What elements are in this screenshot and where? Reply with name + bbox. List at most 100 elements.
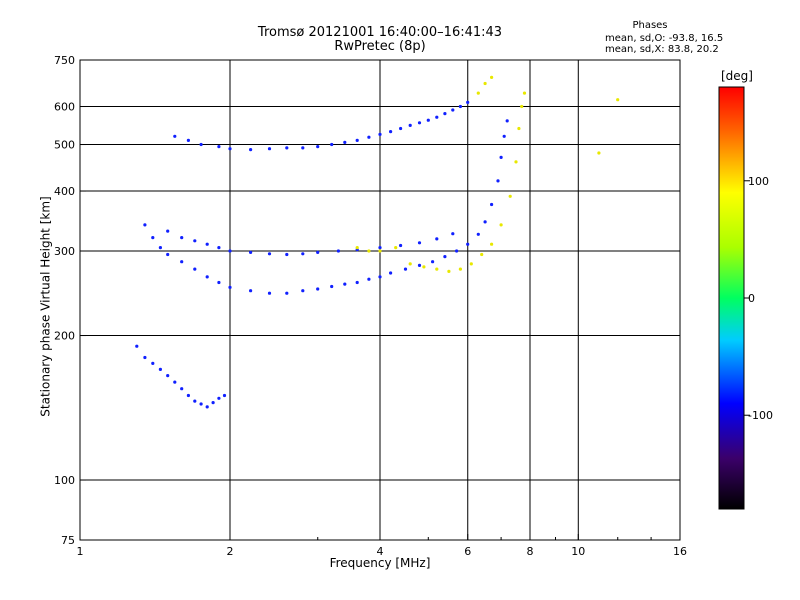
colorbar-tick-label: 0 bbox=[748, 292, 755, 305]
y-tick-label: 75 bbox=[61, 534, 75, 547]
data-point bbox=[451, 108, 455, 112]
data-point bbox=[205, 242, 209, 246]
data-point bbox=[343, 282, 347, 286]
y-tick-label: 100 bbox=[54, 474, 75, 487]
data-point bbox=[211, 401, 215, 405]
data-point bbox=[408, 123, 412, 127]
y-tick-label: 500 bbox=[54, 139, 75, 152]
data-point bbox=[466, 100, 470, 104]
data-point bbox=[186, 138, 190, 142]
data-point bbox=[522, 91, 527, 95]
data-point bbox=[285, 291, 289, 295]
data-point bbox=[336, 249, 340, 253]
chart-subtitle: RwPretec (8p) bbox=[334, 39, 426, 54]
data-point bbox=[173, 134, 177, 138]
data-point bbox=[455, 249, 459, 253]
data-point bbox=[205, 275, 209, 279]
data-point bbox=[422, 265, 426, 269]
data-point bbox=[285, 146, 289, 150]
data-point bbox=[199, 142, 203, 147]
data-point bbox=[443, 112, 447, 116]
data-point bbox=[228, 249, 232, 253]
data-point bbox=[431, 260, 435, 264]
phase-colorbar bbox=[718, 86, 745, 510]
data-point bbox=[193, 239, 197, 243]
data-point bbox=[217, 145, 221, 149]
data-point bbox=[367, 277, 371, 281]
data-point bbox=[285, 252, 289, 257]
data-point bbox=[490, 242, 494, 246]
chart-title: Tromsø 20121001 16:40:00–16:41:43 bbox=[257, 25, 503, 40]
y-tick-label: 300 bbox=[54, 245, 75, 258]
data-point bbox=[417, 241, 422, 245]
data-point bbox=[476, 91, 480, 95]
data-point bbox=[389, 130, 393, 134]
data-point bbox=[378, 246, 382, 250]
data-point bbox=[490, 75, 494, 79]
stats-title: Phases bbox=[632, 20, 668, 31]
data-point bbox=[394, 246, 398, 250]
data-point bbox=[151, 361, 155, 365]
data-point bbox=[458, 267, 462, 271]
data-point bbox=[480, 252, 484, 257]
data-point bbox=[499, 223, 503, 227]
data-point bbox=[483, 81, 487, 86]
data-point bbox=[443, 255, 447, 259]
data-point bbox=[205, 405, 209, 409]
data-point bbox=[597, 151, 601, 155]
y-tick-label: 200 bbox=[54, 330, 75, 343]
data-point bbox=[301, 146, 305, 150]
data-point bbox=[517, 126, 521, 131]
data-point bbox=[173, 380, 177, 384]
data-point bbox=[301, 252, 305, 256]
data-point bbox=[520, 104, 524, 109]
data-point bbox=[135, 344, 139, 348]
data-point bbox=[330, 142, 334, 147]
data-point bbox=[301, 289, 305, 293]
data-point bbox=[417, 121, 422, 125]
data-point bbox=[267, 291, 272, 295]
data-point bbox=[378, 249, 382, 253]
data-point bbox=[267, 147, 272, 151]
stats-line-o: mean, sd,O: -93.8, 16.5 bbox=[605, 33, 724, 44]
data-point bbox=[222, 393, 227, 398]
x-tick-label: 2 bbox=[227, 545, 234, 558]
data-point bbox=[343, 140, 347, 144]
data-point bbox=[228, 285, 232, 289]
data-point bbox=[399, 243, 403, 248]
data-point bbox=[499, 155, 503, 159]
colorbar-tick-label: -100 bbox=[748, 409, 773, 422]
data-point bbox=[367, 135, 371, 139]
data-point bbox=[466, 242, 470, 246]
data-point bbox=[451, 232, 455, 236]
data-point bbox=[469, 262, 473, 266]
y-tick-label: 600 bbox=[54, 101, 75, 114]
data-point bbox=[143, 223, 147, 227]
data-point bbox=[186, 393, 190, 398]
data-point bbox=[228, 147, 232, 151]
data-point bbox=[316, 250, 320, 254]
data-point bbox=[199, 402, 203, 406]
data-point bbox=[151, 236, 155, 240]
data-point bbox=[355, 246, 359, 250]
data-point bbox=[166, 229, 170, 233]
data-point bbox=[316, 145, 320, 149]
x-tick-label: 16 bbox=[673, 545, 687, 558]
x-tick-label: 4 bbox=[377, 545, 384, 558]
x-tick-label: 6 bbox=[464, 545, 471, 558]
data-point bbox=[508, 194, 512, 198]
data-point bbox=[403, 267, 408, 271]
data-point bbox=[389, 271, 393, 275]
data-point bbox=[408, 262, 412, 266]
data-point bbox=[249, 289, 253, 293]
y-tick-label: 400 bbox=[54, 185, 75, 198]
data-point bbox=[330, 284, 334, 289]
y-tick-label: 750 bbox=[54, 54, 75, 67]
data-point bbox=[249, 148, 253, 152]
data-point bbox=[158, 367, 162, 371]
x-axis-label: Frequency [MHz] bbox=[329, 556, 431, 570]
data-point bbox=[367, 249, 371, 253]
data-point bbox=[505, 119, 509, 123]
